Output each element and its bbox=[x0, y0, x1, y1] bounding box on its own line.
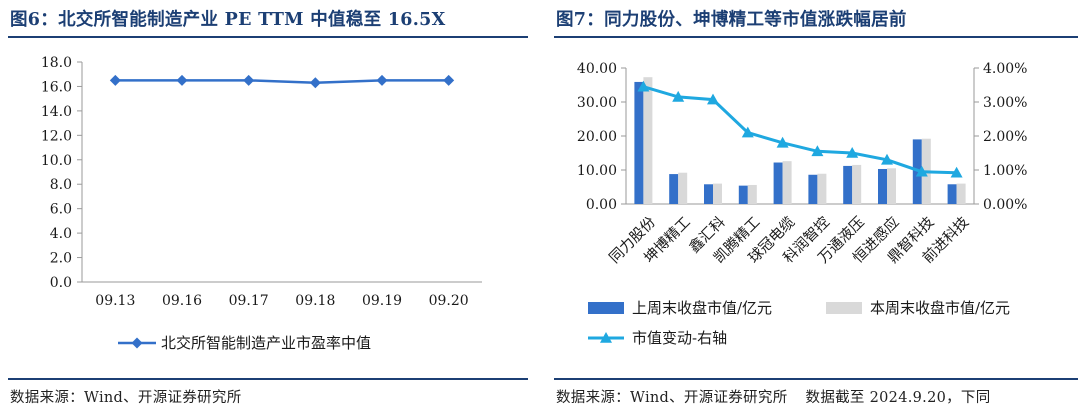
legend-label: 上周末收盘市值/亿元 bbox=[632, 299, 772, 317]
bar-this-week bbox=[887, 168, 896, 204]
right-y-tick-label: 4.00% bbox=[983, 61, 1027, 77]
bar-this-week bbox=[643, 77, 653, 204]
change-point bbox=[915, 165, 928, 177]
bar-this-week bbox=[852, 164, 862, 204]
y-tick-label: 14.0 bbox=[41, 104, 72, 120]
right-y-tick-label: 3.00% bbox=[983, 95, 1027, 111]
bar-this-week bbox=[713, 183, 722, 204]
y-tick-label: 4.0 bbox=[50, 226, 72, 242]
data-point bbox=[176, 74, 188, 86]
bar-last-week bbox=[704, 184, 713, 204]
right-y-tick-label: 1.00% bbox=[983, 163, 1027, 179]
bar-last-week bbox=[738, 185, 748, 204]
legend-label: 本周末收盘市值/亿元 bbox=[870, 299, 1010, 317]
title-divider bbox=[554, 36, 1078, 38]
right-y-tick-label: 2.00% bbox=[983, 129, 1027, 145]
bar-this-week bbox=[956, 183, 966, 204]
chart-panel-right: 图7：同力股份、坤博精工等市值涨跌幅居前 0.00 10.00 20.00 30.00… bbox=[546, 0, 1080, 418]
source-text: 数据来源：Wind、开源证券研究所 bbox=[556, 390, 788, 406]
data-cutoff-note: 数据截至 2024.9.20，下同 bbox=[805, 390, 991, 406]
bar-last-week bbox=[878, 168, 887, 204]
left-y-tick-label: 0.00 bbox=[586, 197, 617, 213]
change-point bbox=[672, 90, 685, 102]
change-point bbox=[881, 153, 893, 165]
data-point bbox=[243, 74, 255, 86]
bar-this-week bbox=[678, 172, 688, 204]
series-line bbox=[115, 79, 449, 85]
chart-title: 图7：同力股份、坤博精工等市值涨跌幅居前 bbox=[556, 10, 907, 30]
title-divider bbox=[8, 36, 528, 38]
bar-this-week bbox=[782, 161, 792, 204]
source-divider bbox=[554, 378, 1078, 380]
y-tick-label: 8.0 bbox=[50, 177, 72, 193]
change-point bbox=[637, 80, 650, 92]
bar-last-week bbox=[808, 174, 818, 204]
data-point bbox=[376, 74, 388, 86]
bar-last-week bbox=[843, 165, 853, 204]
legend-marker bbox=[131, 337, 143, 349]
y-tick-label: 6.0 bbox=[50, 202, 72, 218]
bar-this-week bbox=[817, 173, 827, 204]
chart-panel-left: 图6：北交所智能制造产业 PE TTM 中值稳至 16.5X 0.0 2.0 4.0… bbox=[0, 0, 530, 418]
change-point bbox=[707, 93, 719, 105]
left-y-tick-label: 10.00 bbox=[577, 163, 617, 179]
bar-last-week bbox=[634, 81, 644, 204]
x-tick-label: 09.18 bbox=[295, 293, 335, 309]
data-point bbox=[309, 77, 321, 89]
y-tick-label: 10.0 bbox=[41, 153, 72, 169]
change-point bbox=[846, 147, 859, 158]
bar-last-week bbox=[947, 184, 957, 204]
left-y-tick-label: 40.00 bbox=[577, 61, 617, 77]
data-point bbox=[109, 74, 121, 86]
x-tick-label: 09.16 bbox=[162, 293, 202, 309]
pe-line-chart: 0.0 2.0 4.0 6.0 8.0 10.0 12.0 14.0 16.0 18.0 09.13… bbox=[41, 55, 482, 352]
x-tick-label: 09.17 bbox=[229, 293, 269, 309]
chart-title: 图6：北交所智能制造产业 PE TTM 中值稳至 16.5X bbox=[10, 10, 446, 30]
source-note: 数据来源：Wind、开源证券研究所 bbox=[10, 390, 242, 406]
legend-label: 北交所智能制造产业市盈率中值 bbox=[161, 334, 371, 352]
left-y-tick-label: 20.00 bbox=[577, 129, 617, 145]
change-point bbox=[741, 126, 754, 138]
legend-swatch-last-week bbox=[588, 302, 624, 314]
change-line bbox=[642, 85, 957, 175]
y-tick-label: 16.0 bbox=[41, 79, 72, 95]
x-tick-label: 09.20 bbox=[429, 293, 469, 309]
x-tick-label: 09.19 bbox=[362, 293, 402, 309]
bar-this-week bbox=[747, 184, 757, 204]
left-y-tick-label: 30.00 bbox=[577, 95, 617, 111]
y-tick-label: 12.0 bbox=[41, 128, 72, 144]
legend-swatch-this-week bbox=[826, 302, 862, 314]
source-divider bbox=[8, 378, 528, 380]
change-point bbox=[950, 166, 963, 178]
market-cap-combo-chart: 0.00 10.00 20.00 30.00 40.00 0.00% 1.00% 2.00% 3… bbox=[577, 61, 1028, 347]
legend-label: 市值变动-右轴 bbox=[632, 329, 727, 347]
y-tick-label: 0.0 bbox=[50, 275, 72, 291]
change-point bbox=[811, 145, 824, 157]
right-y-tick-label: 0.00% bbox=[983, 197, 1027, 213]
legend-marker bbox=[600, 332, 612, 343]
source-note: 数据来源：Wind、开源证券研究所 数据截至 2024.9.20，下同 bbox=[556, 386, 991, 407]
x-tick-label: 09.13 bbox=[95, 293, 135, 309]
y-tick-label: 2.0 bbox=[50, 251, 72, 267]
bar-last-week bbox=[669, 174, 679, 204]
change-point bbox=[776, 136, 789, 148]
bar-last-week bbox=[773, 162, 783, 204]
data-point bbox=[443, 74, 455, 86]
y-tick-label: 18.0 bbox=[41, 55, 72, 71]
